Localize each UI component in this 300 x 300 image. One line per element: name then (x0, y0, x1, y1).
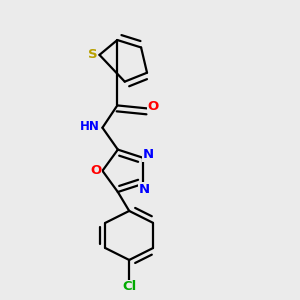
Text: O: O (90, 164, 101, 177)
Text: O: O (147, 100, 159, 112)
Text: S: S (88, 48, 98, 62)
Text: Cl: Cl (122, 280, 136, 293)
Text: N: N (139, 183, 150, 196)
Text: HN: HN (80, 120, 100, 133)
Text: N: N (143, 148, 154, 161)
